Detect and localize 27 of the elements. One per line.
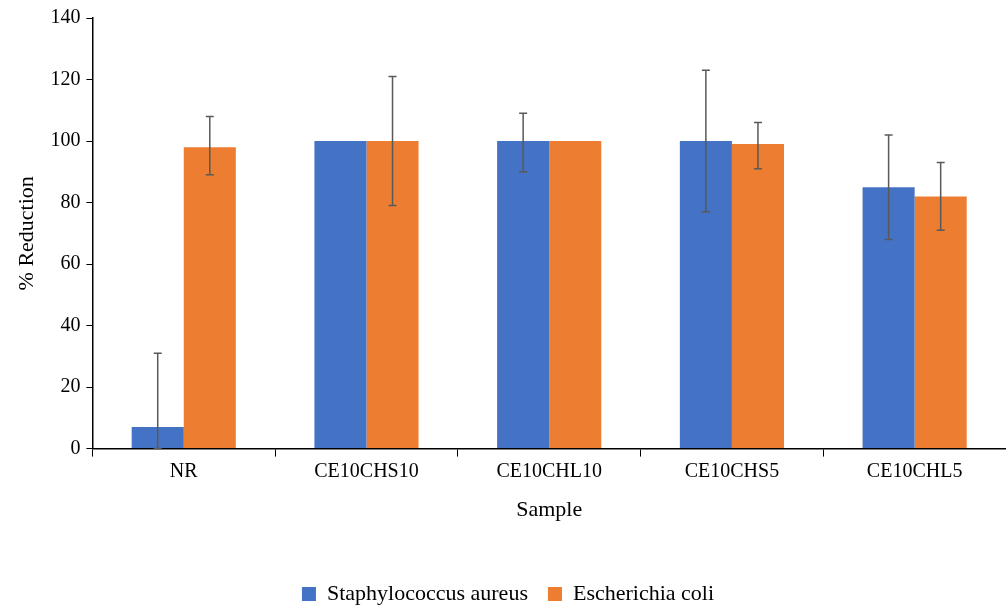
x-axis-title: Sample [516, 495, 583, 521]
legend-label: Escherichia coli [572, 579, 715, 605]
y-tick-label: 40 [60, 312, 81, 335]
bar [183, 147, 236, 449]
bar [549, 141, 602, 449]
y-tick-label: 20 [60, 374, 81, 397]
bar [862, 187, 915, 449]
bar [366, 141, 419, 449]
y-axis-title: % Reduction [12, 176, 38, 291]
y-tick-label: 120 [50, 66, 81, 89]
x-tick-label: CE10CHL5 [866, 458, 963, 481]
y-tick-label: 100 [50, 128, 81, 151]
bar [314, 141, 367, 449]
y-tick-label: 140 [50, 5, 81, 28]
y-tick-label: 80 [60, 189, 81, 212]
y-tick-label: 60 [60, 251, 81, 274]
x-tick-label: NR [169, 458, 199, 481]
bar [679, 141, 732, 449]
bar [497, 141, 550, 449]
y-tick-label: 0 [70, 435, 81, 458]
x-tick-label: CE10CHS10 [314, 458, 419, 481]
bar [914, 196, 967, 449]
x-tick-label: CE10CHS5 [684, 458, 780, 481]
bar [731, 144, 784, 449]
legend-label: Staphylococcus aureus [326, 579, 528, 605]
bar [131, 427, 184, 449]
x-tick-label: CE10CHL10 [496, 458, 602, 481]
